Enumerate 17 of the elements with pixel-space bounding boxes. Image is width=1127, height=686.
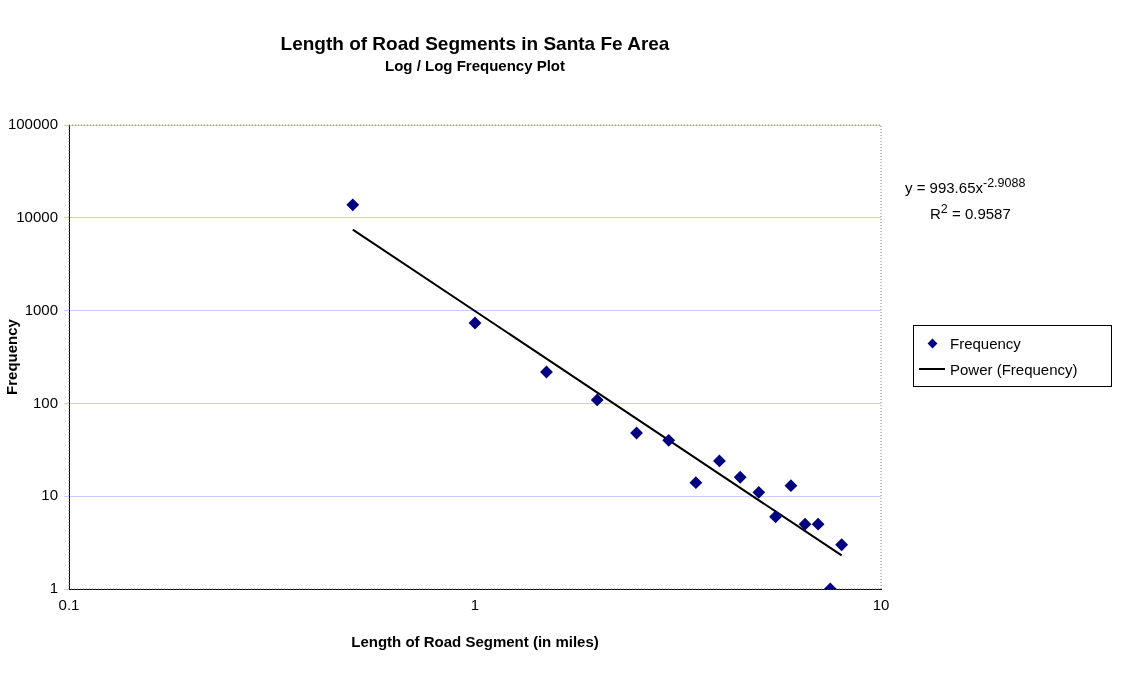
y-tick-label: 10 — [41, 486, 58, 504]
legend-label: Power (Frequency) — [950, 360, 1078, 378]
x-tick-label: 0.1 — [58, 596, 80, 614]
chart-subtitle: Log / Log Frequency Plot — [384, 57, 566, 74]
y-tick-label: 100000 — [7, 115, 58, 133]
y-tick-label: 1 — [49, 579, 58, 597]
y-tick-label: 100 — [32, 393, 58, 411]
x-axis-title: Length of Road Segment (in miles) — [351, 633, 599, 651]
y-tick-label: 1000 — [24, 300, 58, 318]
legend-label: Frequency — [950, 334, 1021, 352]
y-tick-label: 10000 — [16, 207, 58, 225]
text: R$^{2}$ = 0.9587 — [929, 202, 1012, 222]
y-axis-title: Frequency — [3, 318, 21, 395]
x-tick-label: 10 — [872, 596, 890, 614]
chart-title: Length of Road Segments in Santa Fe Area — [279, 33, 671, 55]
text: y = 993.65x$^{-2.9088}$ — [905, 176, 1026, 196]
x-tick-label: 1 — [470, 596, 480, 614]
